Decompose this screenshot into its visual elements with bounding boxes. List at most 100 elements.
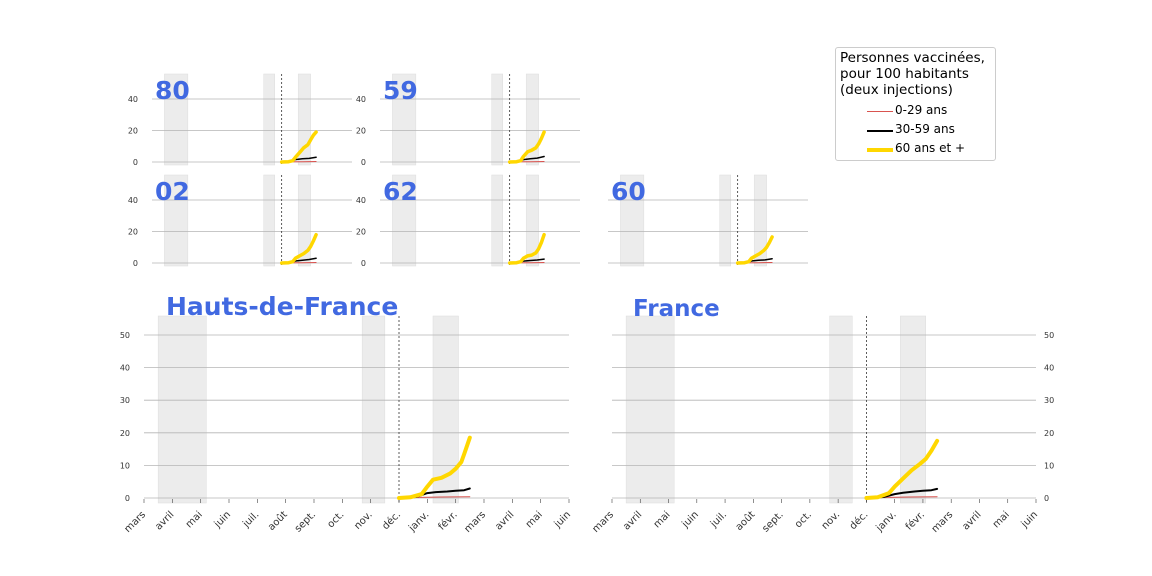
y-tick-label: 20	[120, 429, 130, 438]
x-tick-label: janv.	[406, 509, 431, 534]
shaded-period-1	[157, 315, 207, 504]
y-tick-label: 0	[133, 259, 138, 268]
x-tick-label: déc.	[380, 509, 403, 532]
legend-label-0-29: 0-29 ans	[895, 103, 948, 117]
series-line-60-ans-et-	[279, 130, 318, 164]
y-tick-label: 40	[356, 196, 366, 205]
panel-60: 60	[608, 174, 808, 267]
y-tick-label: 30	[1044, 396, 1054, 405]
x-tick-label: sept.	[293, 509, 318, 534]
x-tick-label: mars	[591, 509, 617, 535]
legend-swatch-0-29	[867, 111, 893, 112]
x-tick-label: nov.	[820, 509, 842, 531]
shaded-period-2	[829, 315, 853, 504]
x-tick-label: juil.	[708, 509, 729, 530]
x-tick-label: juil.	[240, 509, 261, 530]
shaded-period-1	[164, 73, 189, 166]
legend-swatch-60-plus	[867, 148, 893, 152]
panel-02: 0 20 40 02	[128, 174, 352, 268]
shaded-period-1	[392, 174, 417, 267]
y-tick-label: 40	[128, 95, 138, 104]
y-tick-label: 30	[120, 396, 130, 405]
series-line-60-ans-et-	[735, 235, 774, 265]
panel-label: 80	[155, 76, 190, 105]
panel-label: France	[633, 296, 720, 322]
x-tick-label: mars	[463, 509, 489, 535]
y-tick-label: 0	[1044, 494, 1049, 503]
legend-entry-30-59: 30-59 ans	[867, 122, 955, 136]
x-tick-label: juin	[680, 509, 701, 530]
x-tick-label: mars	[930, 509, 956, 535]
x-tick-label: avril	[960, 509, 983, 532]
panel-label: 59	[383, 76, 418, 105]
y-tick-label: 40	[120, 364, 130, 373]
legend-title-line-3: (deux injections)	[840, 82, 953, 98]
y-tick-label: 0	[133, 158, 138, 167]
x-tick-label: juin	[1019, 509, 1040, 530]
shaded-period-2	[263, 174, 276, 267]
legend-label-60-plus: 60 ans et +	[895, 141, 966, 155]
y-tick-label: 10	[1044, 461, 1054, 470]
shaded-period-1	[625, 315, 675, 504]
x-tick-label: avril	[621, 509, 644, 532]
x-tick-label: mai	[524, 509, 545, 530]
x-tick-label: nov.	[352, 509, 374, 531]
shaded-period-1	[392, 73, 417, 166]
legend-title-line-1: Personnes vaccinées,	[840, 50, 985, 66]
series-line-60-ans-et-	[279, 232, 318, 265]
y-tick-label: 20	[356, 127, 366, 136]
legend-title-line-2: pour 100 habitants	[840, 66, 969, 82]
y-tick-label: 0	[125, 494, 130, 503]
shaded-period-3	[525, 73, 539, 166]
panel-label: Hauts-de-France	[166, 292, 398, 321]
shaded-period-2	[491, 73, 504, 166]
legend-swatch-30-59	[867, 130, 893, 132]
shaded-period-1	[164, 174, 189, 267]
shaded-period-2	[263, 73, 276, 166]
series-line-60-ans-et-	[864, 438, 940, 500]
x-tick-label: sept.	[760, 509, 785, 534]
y-tick-label: 40	[128, 196, 138, 205]
legend-label-30-59: 30-59 ans	[895, 122, 955, 136]
y-tick-label: 0	[361, 259, 366, 268]
panel-label: 02	[155, 177, 190, 206]
y-tick-label: 0	[361, 158, 366, 167]
x-tick-label: mai	[652, 509, 673, 530]
shaded-period-2	[719, 174, 732, 267]
shaded-period-2	[361, 315, 386, 504]
x-tick-label: avril	[493, 509, 516, 532]
x-tick-label: août	[265, 509, 289, 533]
series-line-60-ans-et-	[397, 435, 472, 500]
x-tick-label: mars	[123, 509, 149, 535]
shaded-period-3	[753, 174, 767, 267]
shaded-period-2	[491, 174, 504, 267]
y-tick-label: 20	[128, 127, 138, 136]
shaded-period-3	[900, 315, 927, 504]
panel-62: 0 20 40 62	[356, 174, 580, 268]
x-tick-label: mai	[184, 509, 205, 530]
x-tick-label: mai	[991, 509, 1012, 530]
x-tick-label: févr.	[436, 509, 460, 533]
y-tick-label: 50	[1044, 331, 1054, 340]
panel-80: 0 20 40 80	[128, 73, 352, 167]
panel-59: 0 20 40 59	[356, 73, 580, 167]
x-tick-label: août	[733, 509, 757, 533]
legend-title: Personnes vaccinées, pour 100 habitants …	[840, 50, 985, 98]
y-tick-label: 40	[1044, 364, 1054, 373]
series-line-60-ans-et-	[507, 232, 546, 265]
x-tick-label: janv.	[874, 509, 899, 534]
y-tick-label: 20	[128, 228, 138, 237]
legend-entry-60-plus: 60 ans et +	[867, 141, 966, 155]
shaded-period-3	[297, 174, 311, 267]
panel-label: 60	[611, 177, 646, 206]
y-tick-label: 50	[120, 331, 130, 340]
x-tick-label: juin	[552, 509, 573, 530]
series-line-60-ans-et-	[507, 130, 546, 164]
x-tick-label: juin	[212, 509, 233, 530]
x-tick-label: févr.	[903, 509, 927, 533]
x-tick-label: oct.	[793, 509, 814, 530]
x-tick-label: avril	[153, 509, 176, 532]
